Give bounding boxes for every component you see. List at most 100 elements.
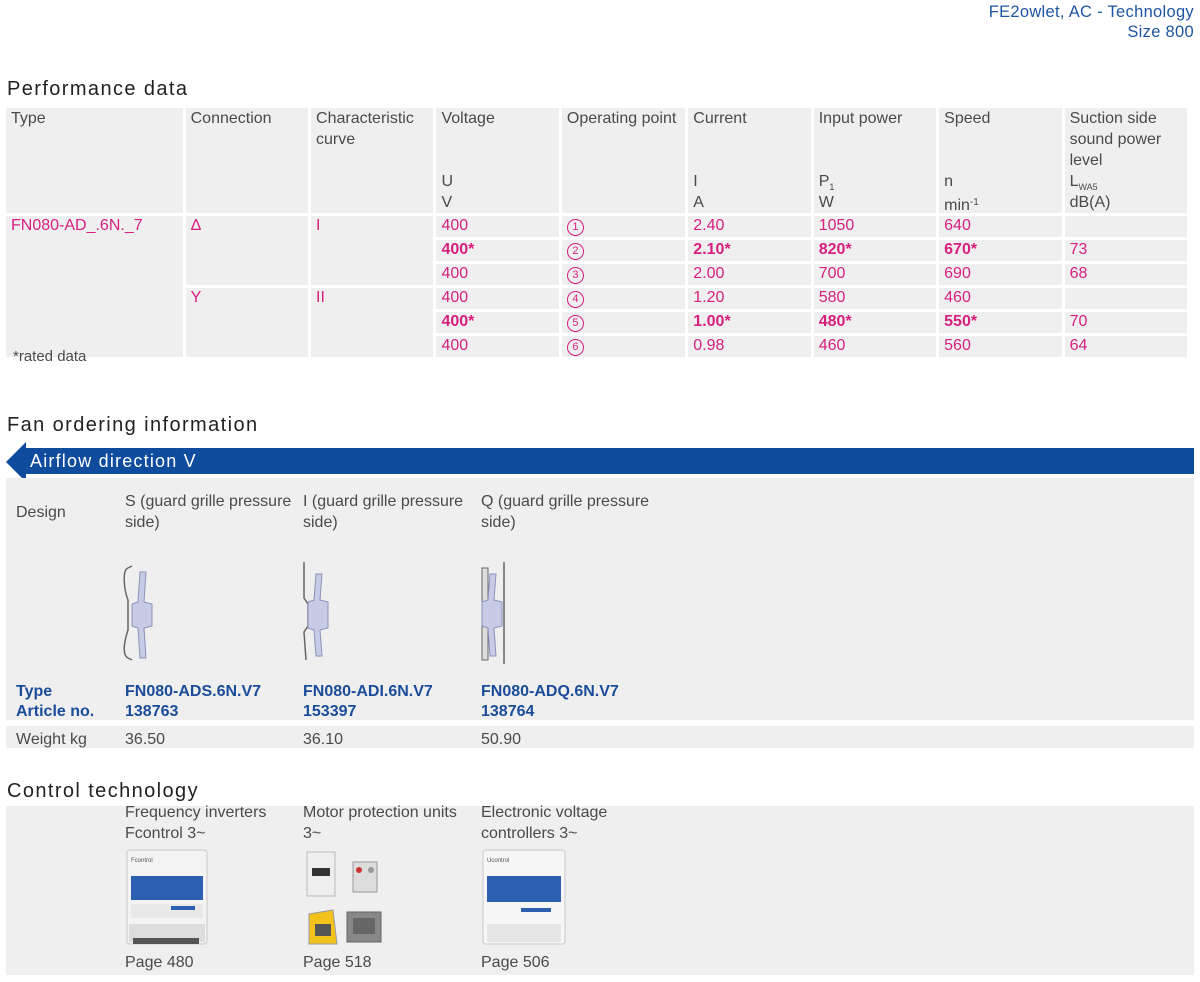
curve-i: I: [311, 216, 434, 285]
power-cell: 1050: [813, 216, 937, 237]
col-curve: Characteristic curve: [311, 108, 434, 213]
power-cell: 820*: [813, 240, 937, 261]
table-row: 400 3 2.00 700 690 68: [6, 264, 1187, 285]
col-type: Type: [6, 108, 183, 213]
sound-cell: 64: [1064, 336, 1187, 357]
col-connection: Connection: [185, 108, 309, 213]
speed-cell: 550*: [939, 312, 1062, 333]
product-q: FN080-ADQ.6N.V7 138764: [481, 682, 619, 722]
connection-delta: Δ: [185, 216, 309, 285]
airflow-arrow-icon: [6, 442, 26, 482]
airflow-banner: Airflow direction V: [26, 448, 1194, 474]
weight-row: [6, 726, 1194, 748]
fan-i-icon: [303, 562, 329, 661]
col-current: Current I A: [688, 108, 811, 213]
weight-i: 36.10: [303, 731, 344, 748]
fan-q-icon: [481, 562, 505, 664]
rated-data-note: *rated data: [13, 348, 87, 365]
page-ref-fcontrol: Page 480: [125, 954, 194, 971]
voltage-controller-device-icon: Ucontrol: [482, 849, 566, 945]
current-cell: 1.00*: [688, 312, 811, 333]
type-cell: FN080-AD_.6N._7: [6, 216, 183, 357]
article-label: Article no.: [16, 703, 95, 720]
power-cell: 480*: [813, 312, 937, 333]
design-label: Design: [16, 504, 66, 521]
speed-cell: 460: [939, 288, 1062, 309]
connection-y: Y: [185, 288, 309, 357]
col-sound-level: Suction side sound power level LWA5 dB(A…: [1064, 108, 1187, 213]
performance-title: Performance data: [7, 78, 189, 100]
current-cell: 0.98: [688, 336, 811, 357]
col-speed: Speed n min-1: [939, 108, 1062, 214]
voltage-cell: 400: [436, 264, 559, 285]
design-i: I (guard grille pressure side): [303, 493, 464, 531]
col-operating-point: Operating point: [561, 108, 686, 213]
table-row: FN080-AD_.6N._7 Δ I 400 1 2.40 1050 640: [6, 216, 1187, 357]
header-size: Size 800: [1127, 23, 1194, 41]
sound-cell: 70: [1064, 312, 1187, 333]
fcontrol-device-icon: Fcontrol: [126, 849, 208, 945]
speed-cell: 670*: [939, 240, 1062, 261]
voltage-cell: 400*: [436, 240, 559, 261]
weight-s: 36.50: [125, 731, 166, 748]
fan-ordering-panel: [6, 478, 1194, 720]
ordering-title: Fan ordering information: [7, 414, 259, 436]
voltage-cell: 400*: [436, 312, 559, 333]
header-series: FE2owlet, AC - Technology: [988, 3, 1194, 21]
control-item-motor-protection: Motor protection units 3~: [303, 804, 457, 842]
op-cell: 5: [561, 312, 686, 333]
table-row: 400 6 0.98 460 560 64: [6, 336, 1187, 357]
article-i: 153397: [303, 703, 357, 720]
type-q: FN080-ADQ.6N.V7: [481, 683, 619, 700]
article-q: 138764: [481, 703, 535, 720]
fan-s-icon: [123, 565, 153, 661]
design-s: S (guard grille pressure side): [125, 493, 292, 531]
table-row: 400* 2 2.10* 820* 670* 73: [6, 240, 1187, 261]
page-ref-motor-protection: Page 518: [303, 954, 372, 971]
type-s: FN080-ADS.6N.V7: [125, 683, 262, 700]
voltage-cell: 400: [436, 336, 559, 357]
op-cell: 6: [561, 336, 686, 357]
op-cell: 1: [561, 216, 686, 237]
speed-cell: 640: [939, 216, 1062, 237]
product-s: FN080-ADS.6N.V7 138763: [125, 682, 261, 722]
speed-cell: 560: [939, 336, 1062, 357]
current-cell: 1.20: [688, 288, 811, 309]
type-i: FN080-ADI.6N.V7: [303, 683, 433, 700]
power-cell: 580: [813, 288, 937, 309]
current-cell: 2.10*: [688, 240, 811, 261]
col-voltage: Voltage U V: [436, 108, 559, 213]
page-header: FE2owlet, AC - Technology Size 800: [989, 2, 1194, 42]
page-ref-voltage-controller: Page 506: [481, 954, 550, 971]
svg-text:Ucontrol: Ucontrol: [487, 858, 509, 864]
design-q: Q (guard grille pressure side): [481, 493, 650, 531]
col-input-power: Input power P1 W: [813, 108, 937, 213]
svg-text:Fcontrol: Fcontrol: [131, 858, 153, 864]
control-title: Control technology: [7, 780, 199, 802]
table-row: Y II 400 4 1.20 580 460: [6, 288, 1187, 357]
power-cell: 700: [813, 264, 937, 285]
article-s: 138763: [125, 703, 179, 720]
motor-protection-device-icon: [306, 851, 382, 945]
op-cell: 2: [561, 240, 686, 261]
weight-q: 50.90: [481, 731, 522, 748]
performance-table: Type Connection Characteristic curve Vol…: [3, 105, 1190, 360]
product-i: FN080-ADI.6N.V7 153397: [303, 682, 433, 722]
current-cell: 2.00: [688, 264, 811, 285]
voltage-cell: 400: [436, 216, 559, 237]
control-item-fcontrol: Frequency inverters Fcontrol 3~: [125, 804, 267, 842]
speed-cell: 690: [939, 264, 1062, 285]
table-header-row: Type Connection Characteristic curve Vol…: [6, 108, 1187, 214]
weight-label: Weight kg: [16, 731, 87, 748]
op-cell: 4: [561, 288, 686, 309]
current-cell: 2.40: [688, 216, 811, 237]
sound-cell: 73: [1064, 240, 1187, 261]
sound-cell: [1064, 288, 1187, 309]
type-article-labels: Type Article no.: [16, 682, 94, 722]
op-cell: 3: [561, 264, 686, 285]
power-cell: 460: [813, 336, 937, 357]
sound-cell: 68: [1064, 264, 1187, 285]
table-row: 400* 5 1.00* 480* 550* 70: [6, 312, 1187, 333]
curve-ii: II: [311, 288, 434, 357]
sound-cell: [1064, 216, 1187, 237]
